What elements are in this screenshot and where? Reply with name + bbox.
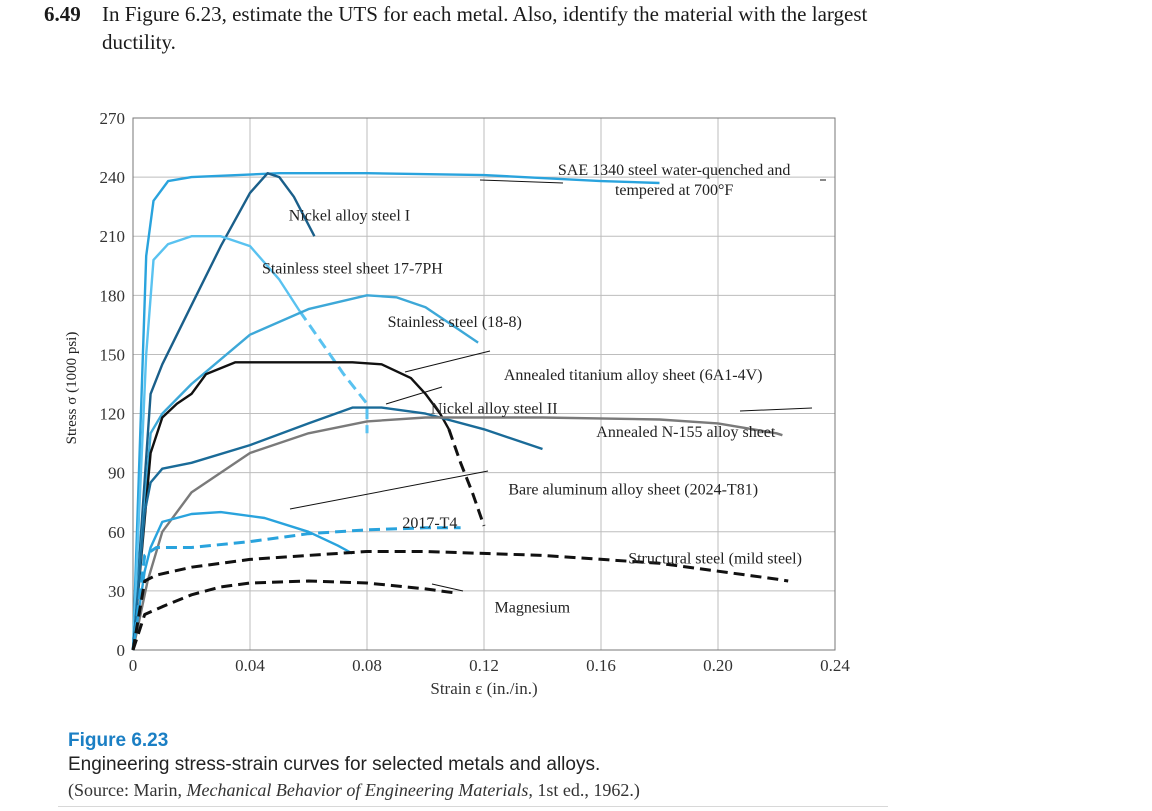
x-tick-label: 0	[129, 656, 138, 675]
y-tick-label: 0	[117, 641, 126, 660]
series-magnesium	[131, 579, 456, 651]
leader-line	[479, 179, 564, 184]
series-nickel-alloy-steel-i	[131, 172, 316, 651]
series-annealed-titanium-alloy-sheet-6a1-4v-fracture	[447, 428, 486, 527]
annotation-sae-1340-steel-water-quenched-and: SAE 1340 steel water-quenched and	[558, 162, 791, 179]
series-layer	[131, 172, 789, 651]
annotation-magnesium: Magnesium	[494, 600, 570, 617]
series-annealed-titanium-alloy-sheet-6a1-4v	[131, 361, 450, 651]
x-tick-label: 0.16	[586, 656, 616, 675]
series-sae-1340-steel-water-quenched-and-tempered-at-700-f	[131, 172, 660, 651]
annotation-tempered-at-700-f: tempered at 700°F	[615, 182, 733, 199]
plot-frame	[132, 117, 836, 651]
bottom-rule	[58, 806, 888, 807]
annotation-layer: SAE 1340 steel water-quenched and tempere…	[262, 162, 826, 617]
annotation-annealed-titanium-alloy-sheet-6a1-4v: Annealed titanium alloy sheet (6A1-4V)	[504, 367, 763, 384]
stress-strain-chart: SAE 1340 steel water-quenched and tempere…	[64, 109, 851, 698]
annotation-2017-t4: 2017-T4	[402, 515, 457, 532]
x-tick-label: 0.24	[820, 656, 850, 675]
x-tick-label: 0.12	[469, 656, 499, 675]
y-tick-label: 180	[100, 286, 126, 305]
figure-title: Figure 6.23	[68, 730, 169, 751]
series-annealed-n-155-alloy-sheet	[131, 416, 783, 651]
y-axis-label: Stress σ (1000 psi)	[64, 332, 80, 445]
leader-line	[289, 470, 489, 510]
y-tick-label: 270	[100, 109, 126, 128]
figure-description: Engineering stress-strain curves for sel…	[68, 754, 601, 775]
y-tick-label: 150	[100, 345, 126, 364]
figure-source: (Source: Marin, Mechanical Behavior of E…	[68, 780, 1068, 801]
annotation-bare-aluminum-alloy-sheet-2024-t81: Bare aluminum alloy sheet (2024-T81)	[508, 481, 758, 498]
series-bare-aluminum-alloy-sheet-2024-t81	[131, 510, 353, 651]
x-tick-label: 0.08	[352, 656, 382, 675]
series-stainless-steel-18-8	[131, 294, 479, 651]
leader-line	[404, 350, 491, 373]
problem-number: 6.49	[44, 2, 81, 26]
annotation-stainless-steel-18-8: Stainless steel (18-8)	[388, 314, 522, 331]
x-axis-label: Strain ε (in./in.)	[430, 679, 537, 698]
problem-text: In Figure 6.23, estimate the UTS for eac…	[102, 2, 868, 54]
y-tick-label: 240	[100, 168, 126, 187]
y-tick-label: 210	[100, 227, 126, 246]
figure-caption: Figure 6.23 Engineering stress-strain cu…	[68, 730, 1068, 801]
series-2017-t4	[131, 526, 461, 651]
leader-line	[739, 407, 813, 412]
source-prefix: (Source: Marin,	[68, 780, 187, 800]
y-tick-label: 120	[100, 405, 126, 424]
tick-layer: 0 30 60 90 120 150 180 210 240 270 0 0.04 0.08 0.12 0.…	[100, 109, 851, 675]
y-tick-label: 60	[108, 523, 125, 542]
source-title: Mechanical Behavior of Engineering Mater…	[186, 780, 533, 800]
annotation-nickel-alloy-steel-ii: Nickel alloy steel II	[431, 401, 558, 418]
x-tick-label: 0.20	[703, 656, 733, 675]
annotation-nickel-alloy-steel-i: Nickel alloy steel I	[289, 207, 410, 224]
series-nickel-alloy-steel-ii	[131, 406, 543, 651]
source-suffix: 1st ed., 1962.)	[532, 780, 640, 800]
series-stainless-steel-sheet-17-7ph	[131, 235, 301, 651]
series-stainless-steel-sheet-17-7ph-fracture	[298, 310, 369, 434]
annotation-stainless-steel-sheet-17-7ph: Stainless steel sheet 17-7PH	[262, 261, 443, 278]
series-structural-steel-mild-steel	[131, 550, 789, 651]
y-tick-label: 30	[108, 582, 125, 601]
leader-line	[431, 583, 464, 592]
annotation-annealed-n-155-alloy-sheet: Annealed N-155 alloy sheet	[596, 424, 776, 441]
annotation-structural-steel-mild-steel: Structural steel (mild steel)	[628, 550, 802, 567]
x-tick-label: 0.04	[235, 656, 265, 675]
grid	[132, 117, 836, 651]
y-tick-label: 90	[108, 464, 125, 483]
leader-line	[385, 386, 443, 405]
